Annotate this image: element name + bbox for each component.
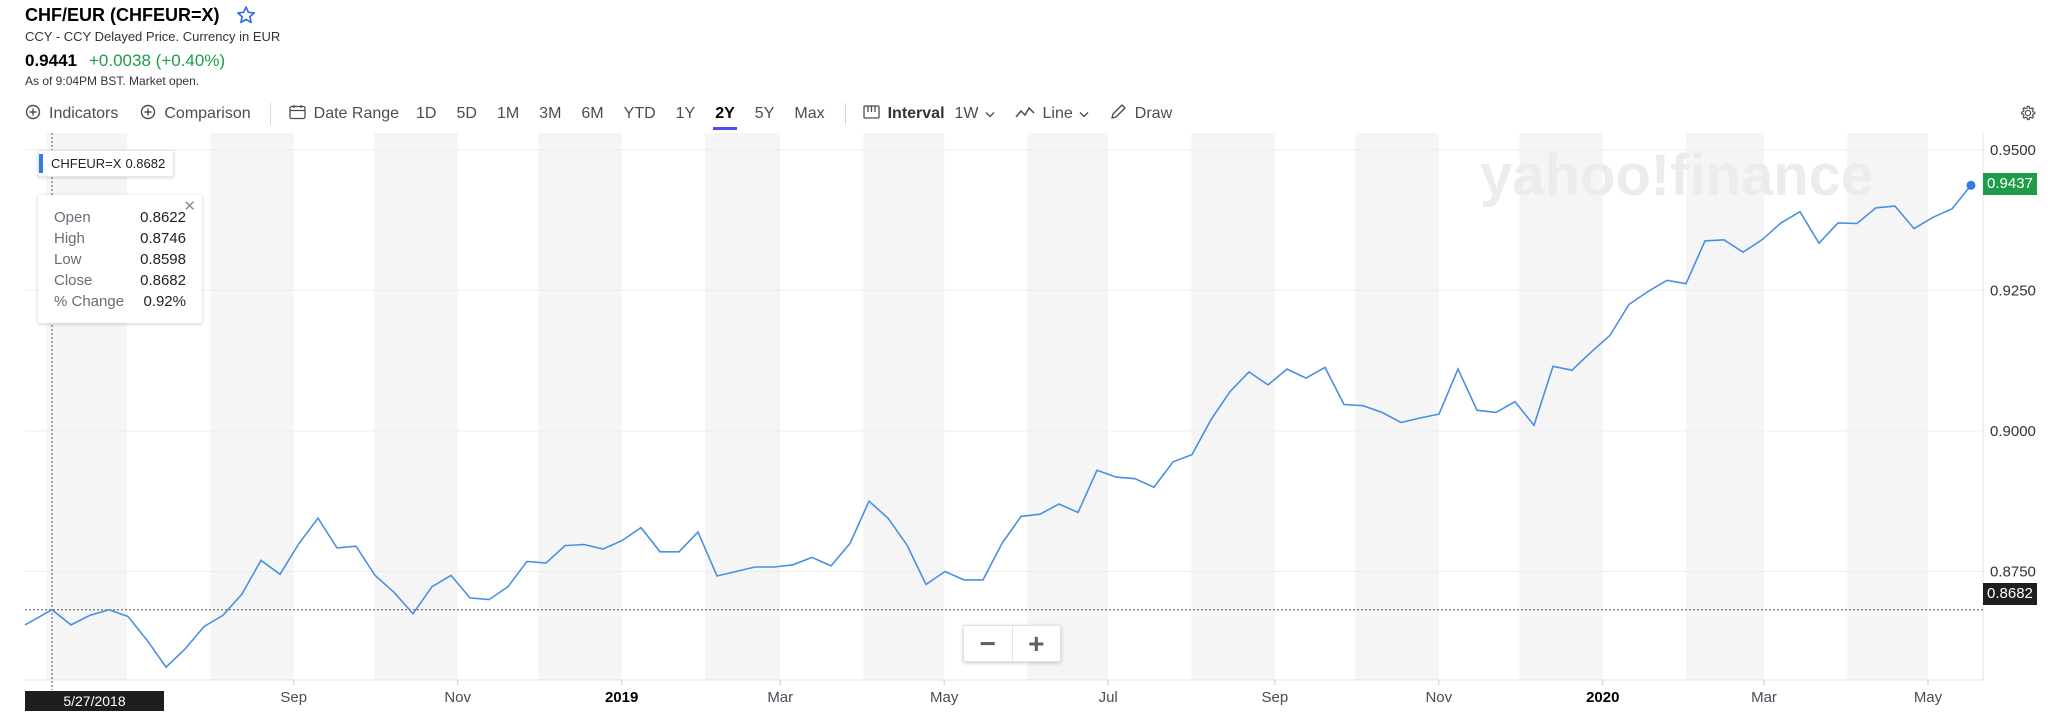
close-icon[interactable]: ✕ (183, 198, 196, 215)
legend-value: 0.8682 (125, 156, 166, 171)
interval-dropdown[interactable]: Interval 1W (862, 104, 995, 125)
series-line-chfeur (24, 184, 1972, 669)
range-5y[interactable]: 5Y (754, 105, 775, 122)
toolbar-divider (844, 103, 846, 125)
grid-lines (25, 149, 1983, 572)
ohlc-row-close: Close 0.8682 (54, 272, 186, 289)
comparison-label: Comparison (164, 105, 251, 122)
ohlc-row-low: Low 0.8598 (54, 251, 186, 268)
draw-button[interactable]: Draw (1110, 103, 1172, 125)
month-band (863, 133, 945, 680)
indicators-label: Indicators (49, 105, 119, 122)
quote-subtitle: CCY - CCY Delayed Price. Currency in EUR (25, 29, 281, 44)
plus-circle-icon (25, 104, 41, 125)
indicators-button[interactable]: Indicators (25, 104, 118, 125)
x-tick-label: Mar (767, 689, 793, 706)
range-6m[interactable]: 6M (581, 105, 604, 122)
price-change: +0.0038 (+0.40%) (89, 51, 226, 70)
ohlc-row-change: % Change 0.92% (54, 293, 186, 310)
market-status: As of 9:04PM BST. Market open. (25, 74, 200, 88)
calendar-icon (288, 104, 306, 125)
x-tick-label: Mar (1751, 689, 1777, 706)
pencil-icon (1110, 103, 1127, 125)
range-1d[interactable]: 1D (416, 105, 437, 122)
x-tick-label: May (930, 689, 959, 706)
range-2y[interactable]: 2Y (713, 105, 737, 130)
x-tick-label: Nov (1425, 689, 1452, 706)
plus-circle-icon (140, 104, 156, 125)
x-tick-label: 2020 (1586, 689, 1619, 706)
crosshair-price-tag: 0.8682 (1983, 583, 2037, 605)
draw-label: Draw (1134, 105, 1173, 122)
quote-title: CHF/EUR (CHFEUR=X) (25, 4, 220, 25)
month-band (1686, 133, 1765, 680)
interval-label: Interval (887, 105, 945, 122)
chart-type-dropdown[interactable]: Line (1014, 105, 1089, 124)
chevron-down-icon (1079, 105, 1089, 123)
range-1y[interactable]: 1Y (675, 105, 696, 122)
range-max[interactable]: Max (794, 105, 825, 122)
month-band (1519, 133, 1603, 680)
crosshair-date-tag: 5/27/2018 (25, 691, 164, 711)
x-tick-label: Nov (444, 689, 471, 706)
month-band (704, 133, 781, 680)
month-band (210, 133, 294, 680)
zoom-in-button[interactable]: + (1011, 626, 1061, 661)
candles-icon (862, 104, 880, 125)
gear-icon[interactable] (2019, 104, 2037, 127)
x-tick-label: Jul (1099, 689, 1118, 706)
range-ytd[interactable]: YTD (623, 105, 656, 122)
x-tick-label: May (1914, 689, 1943, 706)
date-range-button[interactable]: Date Range (288, 104, 400, 125)
ohlc-row-high: High 0.8746 (54, 230, 186, 247)
month-band (1847, 133, 1928, 680)
star-icon[interactable] (236, 5, 256, 25)
toolbar-divider (269, 103, 271, 125)
y-axis-ticks: 0.8750 0.9000 0.9250 0.9500 (1990, 142, 2036, 581)
y-tick-label: 0.9250 (1990, 282, 2036, 299)
range-3m[interactable]: 3M (539, 105, 562, 122)
range-5d[interactable]: 5D (456, 105, 477, 122)
last-point-marker (1966, 180, 1976, 190)
month-band (1355, 133, 1439, 680)
month-band (538, 133, 622, 680)
chart-type-label: Line (1042, 105, 1073, 122)
chart-toolbar: Indicators Comparison Date Range 1D 5D 1… (25, 101, 1172, 130)
chevron-down-icon (985, 105, 995, 123)
series-legend: CHFEUR=X 0.8682 (38, 150, 175, 177)
y-tick-label: 0.8750 (1990, 563, 2036, 580)
ohlc-tooltip: ✕ Open 0.8622 High 0.8746 Low 0.8598 Close 0… (38, 195, 202, 323)
y-tick-label: 0.9500 (1990, 142, 2036, 159)
comparison-button[interactable]: Comparison (140, 104, 251, 125)
zoom-controls: − + (963, 625, 1061, 662)
legend-symbol: CHFEUR=X (51, 156, 122, 171)
y-tick-label: 0.9000 (1990, 423, 2036, 440)
interval-value: 1W (954, 105, 979, 122)
current-price: 0.9441 (25, 51, 77, 70)
zoom-out-button[interactable]: − (979, 627, 996, 659)
watermark: yahoo!finance (1480, 143, 1873, 208)
quote-header: CHF/EUR (CHFEUR=X) CCY - CCY Delayed Pri… (25, 2, 281, 89)
month-band (1191, 133, 1275, 680)
last-price-tag: 0.9437 (1983, 173, 2037, 195)
date-range-label: Date Range (313, 105, 400, 122)
x-tick-label: 2019 (605, 689, 638, 706)
line-chart-icon (1014, 105, 1035, 124)
x-tick-label: Sep (280, 689, 307, 706)
range-1m[interactable]: 1M (496, 105, 520, 122)
month-band (374, 133, 458, 680)
ohlc-row-open: Open 0.8622 (54, 209, 186, 226)
x-tick-label: Sep (1261, 689, 1288, 706)
month-bands (46, 133, 1928, 680)
month-band (1027, 133, 1109, 680)
x-axis-ticks: Sep Nov 2019 Mar May Jul Sep Nov 2020 Mar May (280, 680, 1943, 706)
